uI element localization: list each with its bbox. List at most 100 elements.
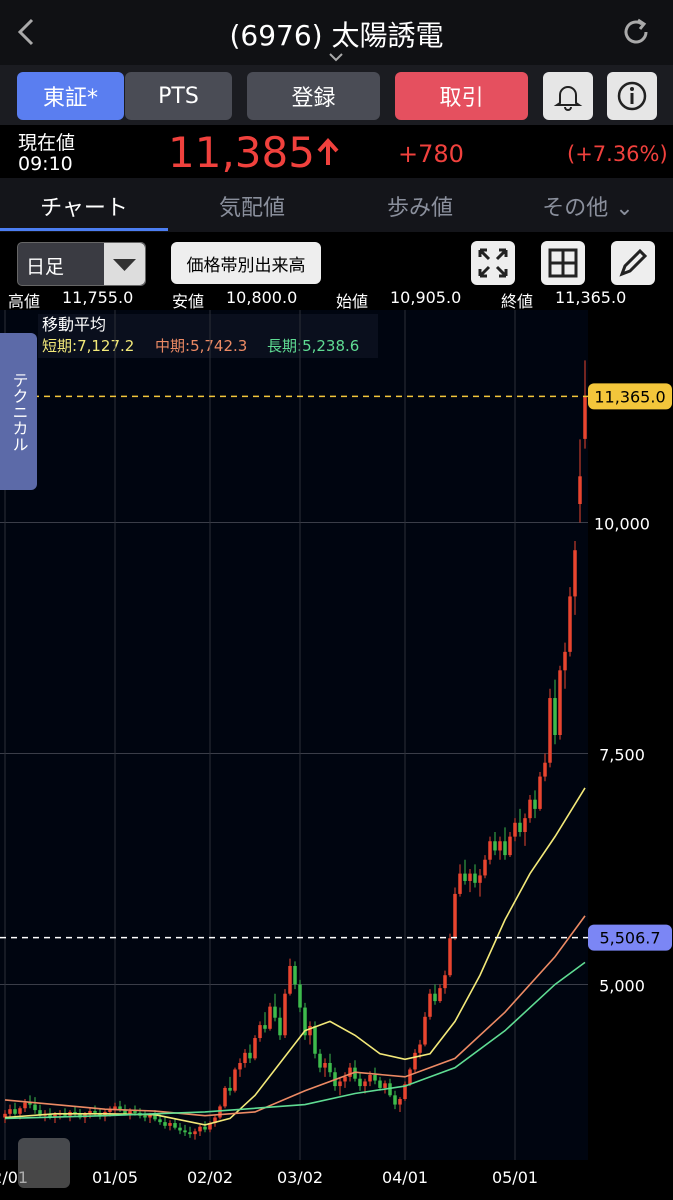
ohlc-value: 10,905.0 [390,288,462,307]
candle-body [403,1084,407,1100]
candle-body [238,1062,242,1070]
candle-body [3,1113,7,1118]
candle-body [413,1052,417,1070]
candle-body [153,1114,157,1120]
candle-body [508,836,512,856]
ohlc-value: 10,800.0 [226,288,298,307]
candle-body [553,698,557,735]
quote-time: 09:10 [18,153,73,175]
ohlc-label: 終値 [501,292,534,311]
period-select[interactable]: 日足 [17,242,146,286]
candle-body [478,875,482,883]
candle-body [568,596,572,652]
candle-body [533,799,537,809]
legend-name: 長期 [267,337,297,355]
candle-body [408,1069,412,1085]
ma-line [4,787,586,1126]
candle-body [218,1106,222,1118]
expand-button[interactable] [471,241,515,285]
candle-body [33,1104,37,1111]
candle-body [158,1119,162,1123]
tab[interactable]: チャート [40,196,128,221]
ohlc-label: 始値 [336,292,369,311]
x-tick-label: 03/02 [277,1168,323,1187]
candle-body [8,1109,12,1114]
candle-body [288,965,292,994]
candle-body [398,1099,402,1105]
tab[interactable]: 気配値 [218,196,285,221]
draw-button[interactable] [611,241,655,285]
candle-body [248,1052,252,1059]
scroll-button[interactable] [18,1138,70,1188]
price-tag-label: 5,506.7 [599,929,660,948]
candle-body [368,1075,372,1082]
legend-entry: 短期:7,127.2 [42,337,134,355]
candle-body [308,1026,312,1036]
candle-body [438,988,442,1002]
market-pts[interactable]: PTS [125,72,232,120]
ohlc-value: 11,755.0 [62,288,134,307]
quote-change: +780 [398,140,464,168]
market-tse[interactable]: 東証* [17,72,124,120]
marks [0,360,590,1140]
tab[interactable]: 歩み値 [386,196,453,221]
candle-body [168,1123,172,1126]
candle-body [463,873,467,881]
y-tick-label: 5,000 [599,976,645,995]
legend-name: 中期 [155,337,185,355]
candle-body [538,776,542,809]
tab[interactable]: その他 ⌄ [542,196,634,221]
legend-entry: 長期:5,238.6 [267,337,359,355]
price-tag [588,924,672,951]
x-tick-label: 01/05 [92,1168,138,1187]
candle-body [188,1132,192,1135]
candle-body [503,841,507,856]
candle-body [178,1127,182,1131]
legend-name: 短期 [42,337,72,355]
ma-line [4,961,586,1120]
tab-bar [0,178,673,232]
candle-body [208,1123,212,1130]
candle-body [348,1067,352,1077]
candle-body [18,1108,22,1114]
price-tag [588,383,672,410]
technical-tab[interactable]: テクニカル [0,333,37,490]
back-button[interactable] [14,16,38,48]
candle-body [548,698,552,763]
refresh[interactable] [620,16,652,48]
candle-body [23,1102,27,1109]
candle-body [433,993,437,1002]
register-button[interactable]: 登録 [247,72,380,120]
candle-body [473,873,477,883]
candle-body [318,1053,322,1068]
chevron[interactable] [328,52,344,62]
candle-body [143,1115,147,1118]
candle-body [313,1026,317,1054]
info-button[interactable] [607,72,657,120]
layout-button[interactable] [541,241,585,285]
candle-body [213,1117,217,1124]
ohlc-label: 高値 [8,292,41,311]
candle-body [423,1016,427,1045]
ma-line [4,915,586,1117]
candle-body [578,476,582,505]
tab-label: その他 [542,196,609,221]
tab-underline [0,228,168,231]
price: 11,385 [168,128,315,177]
trade-button[interactable]: 取引 [395,72,528,120]
candle-body [498,841,502,851]
title: (6976) 太陽誘電 [229,19,444,52]
candle-body [263,1025,267,1029]
candle-body [173,1123,177,1128]
quote-label: 現在値 [18,132,76,154]
candle-body [523,818,527,833]
volume-profile-button[interactable]: 価格帯別出来高 [171,242,321,284]
candle-body [48,1113,52,1118]
legend-bg [38,314,378,358]
candle-body [193,1131,197,1135]
candle-body [278,1017,282,1036]
candle-body [298,984,302,1008]
bell-button[interactable] [543,72,593,120]
legend-value: 5,742.3 [190,337,247,355]
